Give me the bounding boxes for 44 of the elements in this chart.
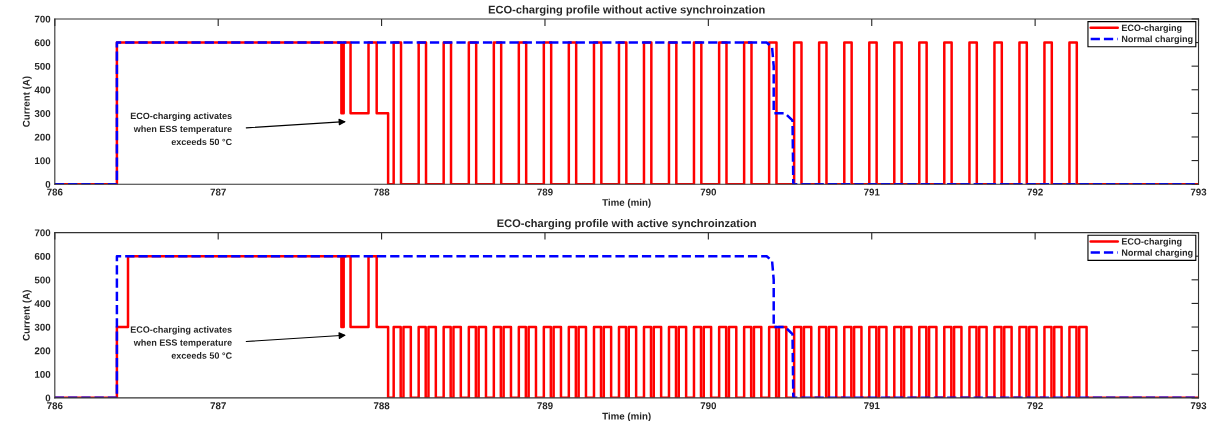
x-tick-label: 787 bbox=[210, 188, 226, 196]
x-tick-label: 791 bbox=[864, 188, 880, 196]
legend-label: Normal charging bbox=[1121, 249, 1193, 258]
y-tick-label: 100 bbox=[35, 370, 51, 378]
x-tick-label: 791 bbox=[864, 402, 880, 410]
y-tick-label: 600 bbox=[34, 39, 51, 47]
chart-title: ECO-charging profile with active synchroinzation bbox=[497, 218, 756, 230]
x-tick-label: 788 bbox=[373, 188, 390, 196]
x-axis-title: Time (min) bbox=[602, 198, 651, 208]
y-axis-title: Current (A) bbox=[22, 76, 32, 127]
x-tick-label: 790 bbox=[700, 402, 717, 410]
y-tick-label: 600 bbox=[34, 252, 51, 260]
x-tick-label: 793 bbox=[1190, 402, 1207, 410]
x-tick-label: 789 bbox=[537, 188, 553, 196]
x-axis-title: Time (min) bbox=[602, 412, 651, 421]
y-tick-label: 500 bbox=[34, 276, 51, 284]
y-tick-label: 400 bbox=[34, 300, 51, 308]
x-tick-label: 790 bbox=[700, 188, 717, 196]
y-axis-title: Current (A) bbox=[22, 290, 32, 341]
x-tick-label: 793 bbox=[1190, 188, 1207, 196]
annotation: ECO-charging activates when ESS temperature exceeds 50 °C bbox=[130, 112, 232, 146]
y-tick-label: 200 bbox=[34, 347, 51, 355]
x-tick-label: 789 bbox=[537, 402, 553, 410]
y-tick-label: 200 bbox=[34, 133, 51, 141]
chart-title: ECO-charging profile without active synchroinzation bbox=[488, 5, 765, 16]
x-tick-label: 792 bbox=[1027, 188, 1043, 196]
y-tick-label: 300 bbox=[34, 323, 51, 331]
y-tick-label: 500 bbox=[34, 62, 51, 70]
y-tick-label: 700 bbox=[34, 15, 51, 23]
y-tick-label: 700 bbox=[34, 229, 51, 237]
y-tick-label: 300 bbox=[34, 110, 51, 117]
legend-label: ECO-charging bbox=[1121, 24, 1182, 33]
annotation: ECO-charging activates when ESS temperature exceeds 50 °C bbox=[130, 326, 232, 359]
y-tick-label: 0 bbox=[45, 180, 51, 188]
x-tick-label: 786 bbox=[47, 188, 63, 196]
x-tick-label: 786 bbox=[47, 402, 63, 410]
x-tick-label: 792 bbox=[1027, 402, 1043, 410]
legend-label: Normal charging bbox=[1121, 35, 1193, 44]
y-tick-label: 400 bbox=[34, 86, 51, 94]
legend-label: ECO-charging bbox=[1121, 238, 1182, 247]
y-tick-label: 0 bbox=[45, 394, 51, 402]
x-tick-label: 787 bbox=[210, 402, 226, 410]
x-tick-label: 788 bbox=[373, 402, 390, 410]
y-tick-label: 100 bbox=[35, 157, 51, 165]
